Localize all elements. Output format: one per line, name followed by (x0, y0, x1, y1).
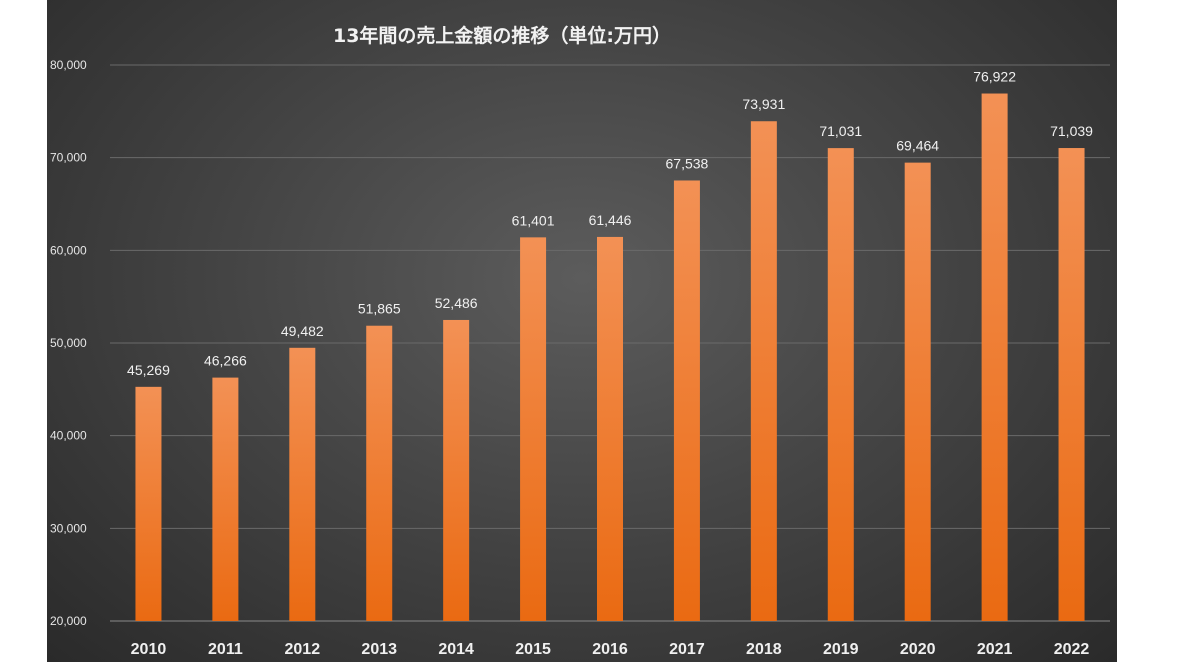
x-tick-label-2012: 2012 (285, 641, 321, 658)
x-tick-label-2015: 2015 (515, 641, 551, 658)
bar-2016 (597, 236, 623, 622)
x-tick-label-2014: 2014 (438, 641, 474, 658)
x-tick-label-2020: 2020 (900, 641, 936, 658)
x-tick-label-2010: 2010 (131, 641, 167, 658)
bar-2010 (135, 386, 162, 621)
bar-2014 (443, 319, 470, 621)
data-label-2016: 61,446 (589, 212, 632, 228)
bar-2021 (981, 93, 1008, 621)
bar-2018 (750, 121, 777, 621)
y-axis-ticks: 20,000 30,000 40,000 50,000 60,000 70,000 80,0… (50, 58, 87, 628)
bar-chart: 13年間の売上金額の推移（単位:万円） 20,000 30,000 40,000 50… (50, 24, 1110, 658)
chart-panel: 13年間の売上金額の推移（単位:万円） 20,000 30,000 40,000 50… (47, 0, 1117, 662)
x-tick-label-2022: 2022 (1054, 641, 1090, 658)
x-axis-ticks: 2010 2011 2012 2013 2014 2015 2016 2017 2018 2019… (131, 641, 1090, 658)
y-tick-label: 50,000 (50, 336, 87, 350)
data-label-2010: 45,269 (127, 362, 170, 378)
bar-2019 (827, 148, 854, 621)
x-tick-label-2016: 2016 (592, 641, 628, 658)
data-label-2020: 69,464 (896, 138, 939, 154)
data-label-2022: 71,039 (1050, 123, 1093, 139)
bar-2011 (212, 377, 239, 621)
y-tick-label: 60,000 (50, 243, 87, 257)
data-label-2014: 52,486 (435, 295, 478, 311)
y-tick-label: 30,000 (50, 521, 87, 535)
chart-title: 13年間の売上金額の推移（単位:万円） (333, 24, 671, 47)
data-label-2021: 76,922 (973, 69, 1016, 85)
data-label-2013: 51,865 (358, 301, 401, 317)
bar-2015 (520, 237, 547, 621)
x-tick-label-2021: 2021 (977, 641, 1013, 658)
bar-2022 (1058, 148, 1085, 621)
data-label-2018: 73,931 (742, 96, 785, 112)
x-tick-label-2019: 2019 (823, 641, 859, 658)
bar-2013 (366, 325, 393, 621)
bar-2012 (289, 347, 316, 621)
bar-2020 (904, 162, 931, 621)
x-tick-label-2017: 2017 (669, 641, 705, 658)
y-tick-label: 80,000 (50, 58, 87, 72)
y-tick-label: 70,000 (50, 151, 87, 165)
data-label-2012: 49,482 (281, 323, 324, 339)
x-tick-label-2011: 2011 (208, 641, 243, 658)
data-label-2011: 46,266 (204, 353, 247, 369)
bar-2017 (673, 180, 700, 621)
bars (135, 93, 1085, 622)
x-tick-label-2018: 2018 (746, 641, 782, 658)
data-label-2019: 71,031 (819, 123, 862, 139)
data-label-2015: 61,401 (512, 212, 555, 228)
y-tick-label: 40,000 (50, 429, 87, 443)
data-labels: 45,269 46,266 49,482 51,865 52,486 61,401 61,4… (127, 69, 1093, 378)
y-tick-label: 20,000 (50, 614, 87, 628)
data-label-2017: 67,538 (666, 155, 709, 171)
x-tick-label-2013: 2013 (361, 641, 397, 658)
